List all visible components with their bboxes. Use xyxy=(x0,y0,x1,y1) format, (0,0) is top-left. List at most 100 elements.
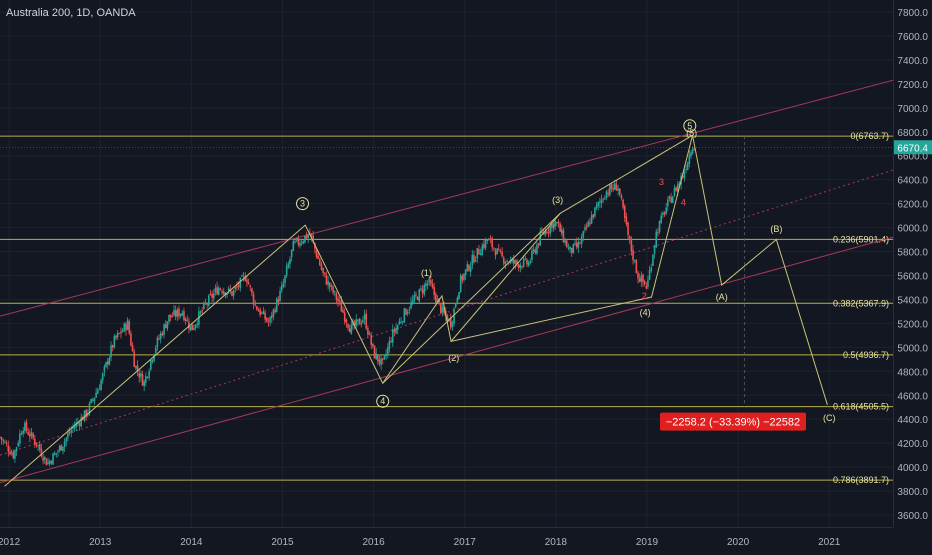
candle-body xyxy=(537,243,540,246)
candle-body xyxy=(433,287,435,295)
candle-body xyxy=(632,249,634,261)
candle-body xyxy=(231,291,233,297)
candle-body xyxy=(400,321,402,323)
candle-body xyxy=(169,314,172,318)
candle-body xyxy=(579,243,581,245)
candle-body xyxy=(22,430,25,434)
candle-body xyxy=(673,188,676,196)
price-tick-label: 7400.0 xyxy=(897,56,928,67)
candle-body xyxy=(163,324,165,335)
candle-body xyxy=(328,282,331,288)
price-tick-label: 3600.0 xyxy=(897,511,928,522)
candle-body xyxy=(406,311,409,314)
measure-tool[interactable]: −2258.2 (−33.39%) −22582 xyxy=(660,136,806,431)
candle-body xyxy=(67,433,69,438)
candle-body xyxy=(211,294,213,298)
candle-body xyxy=(554,220,556,227)
candle-body xyxy=(526,259,528,265)
candle-body xyxy=(191,324,194,331)
time-tick-label: 2014 xyxy=(180,537,203,548)
price-tick-label: 6000.0 xyxy=(897,224,928,235)
candle-body xyxy=(126,320,129,330)
candle-body xyxy=(375,353,377,360)
candle-body xyxy=(345,319,348,323)
elliott-wave-lines[interactable] xyxy=(4,134,828,487)
candle-body xyxy=(483,244,485,248)
candle-body xyxy=(360,323,363,325)
candle-body xyxy=(113,335,116,348)
wave-label: (1) xyxy=(421,268,432,278)
candle-body xyxy=(567,247,570,249)
candle-body xyxy=(620,195,623,199)
last-price-badge xyxy=(894,140,932,155)
candle-body xyxy=(121,330,124,333)
candle-body xyxy=(140,373,142,377)
candle-body xyxy=(302,241,305,244)
price-tick-label: 4600.0 xyxy=(897,391,928,402)
candle-body xyxy=(653,245,656,254)
candle-body xyxy=(52,453,54,465)
candle-body xyxy=(645,285,648,289)
candle-body xyxy=(2,440,5,442)
candle-body xyxy=(488,239,490,241)
candle-body xyxy=(676,184,679,193)
candle-body xyxy=(88,403,91,414)
fibonacci-retracement[interactable]: 0(6763.7) 0.236(5901.4) 0.382(5367.9) 0.5(4… xyxy=(0,131,893,485)
candle-body xyxy=(80,417,83,427)
candle-body xyxy=(105,362,107,367)
candle-body xyxy=(221,290,223,293)
fib-level-label: 0.236(5901.4) xyxy=(833,234,889,244)
time-tick-label: 2016 xyxy=(362,537,385,548)
candle-body xyxy=(95,392,97,398)
candle-body xyxy=(466,263,469,271)
price-tick-label: 7000.0 xyxy=(897,104,928,115)
candle-body xyxy=(294,241,296,243)
candle-body xyxy=(19,433,21,444)
candle-body xyxy=(458,291,460,300)
candle-body xyxy=(541,231,543,233)
candle-body xyxy=(201,310,203,312)
candle-body xyxy=(403,308,406,323)
candle-body xyxy=(524,258,527,260)
candle-body xyxy=(30,432,33,436)
candle-body xyxy=(292,240,295,251)
candle-body xyxy=(72,427,74,429)
wave-path xyxy=(450,135,694,342)
candle-body xyxy=(136,365,139,372)
candle-body xyxy=(476,247,479,259)
time-axis[interactable]: 2012 2013 2014 2015 2016 2017 2018 2019 2020 2021 xyxy=(0,527,893,549)
candle-body xyxy=(678,182,681,185)
candle-body xyxy=(532,249,535,252)
price-tick-label: 6400.0 xyxy=(897,176,928,187)
candle-body xyxy=(353,321,356,326)
candle-body xyxy=(663,212,666,215)
candle-body xyxy=(474,259,477,262)
candle-body xyxy=(264,312,266,320)
candle-body xyxy=(204,302,207,304)
candle-body xyxy=(425,283,427,287)
candle-body xyxy=(449,318,452,328)
measure-badge xyxy=(660,412,806,431)
candle-body xyxy=(324,272,326,275)
candle-body xyxy=(585,226,588,228)
candle-body xyxy=(337,298,339,302)
candle-body xyxy=(501,251,503,257)
candle-body xyxy=(690,152,692,157)
candle-body xyxy=(277,299,280,303)
candle-body xyxy=(333,291,336,293)
candle-body xyxy=(131,344,134,352)
wave-label: 4 xyxy=(380,396,385,406)
candle-body xyxy=(691,149,694,154)
candle-body xyxy=(683,171,686,178)
candle-body xyxy=(423,284,426,295)
candle-body xyxy=(408,309,411,311)
candle-body xyxy=(667,199,669,207)
candle-body xyxy=(527,262,530,266)
candle-body xyxy=(358,318,361,325)
candle-body xyxy=(322,268,324,273)
trend-channels[interactable] xyxy=(0,79,894,484)
candle-body xyxy=(57,451,59,453)
